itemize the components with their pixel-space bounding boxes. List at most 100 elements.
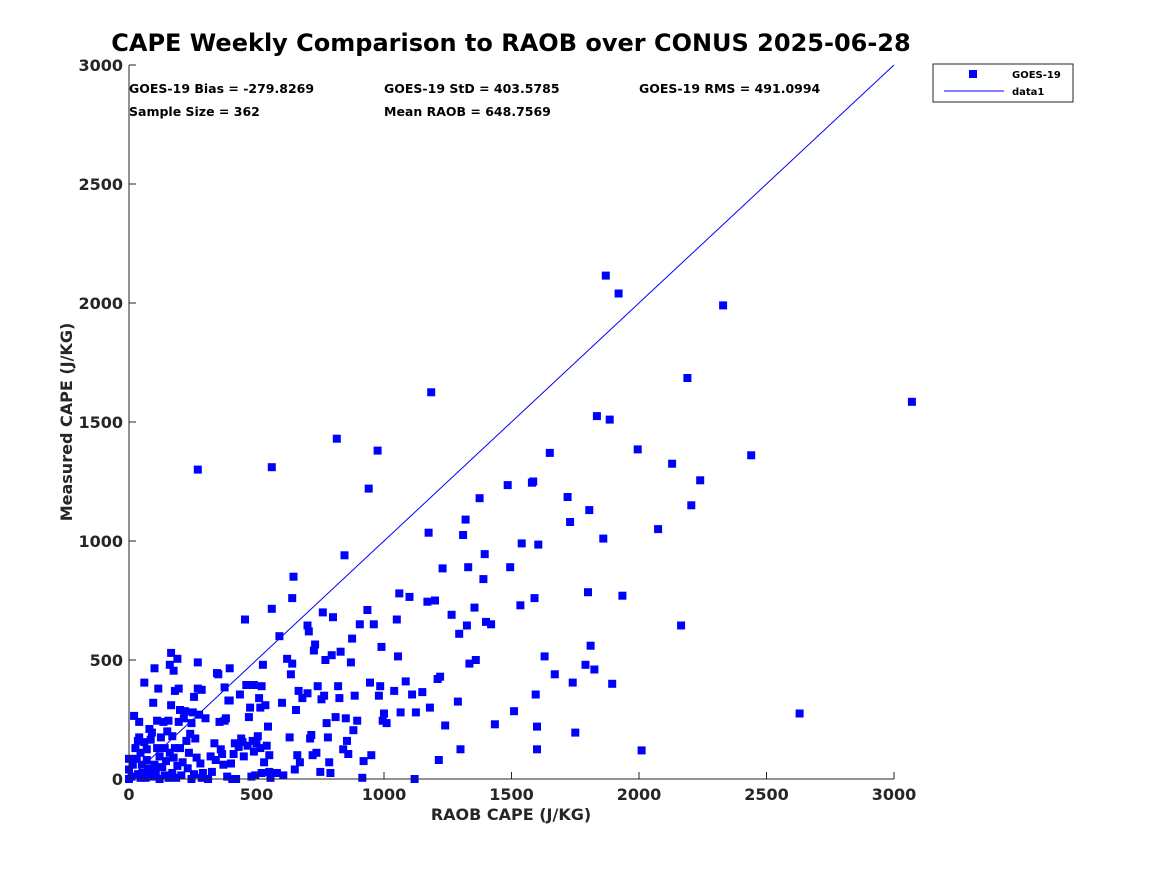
data-point-221: [425, 703, 434, 712]
legend: GOES-19 data1: [932, 63, 1074, 103]
data-point-232: [456, 745, 465, 754]
x-tick-label-1: 500: [240, 785, 273, 804]
data-point-134: [262, 741, 271, 750]
data-point-192: [353, 716, 362, 725]
data-point-243: [482, 617, 490, 626]
data-point-163: [309, 646, 318, 655]
y-tick-label-4: 2000: [78, 294, 123, 313]
data-point-277: [633, 445, 642, 454]
data-point-210: [394, 652, 402, 661]
data-point-150: [289, 572, 298, 581]
data-point-271: [599, 534, 608, 543]
data-point-220: [424, 528, 433, 537]
data-point-272: [601, 271, 610, 280]
reference-line-layer: [128, 64, 895, 780]
data-point-20: [142, 745, 151, 754]
data-point-190: [349, 726, 358, 735]
data-point-136: [265, 751, 274, 760]
data-point-217: [411, 708, 420, 717]
data-point-215: [408, 690, 417, 699]
data-point-77: [193, 465, 202, 474]
data-point-61: [176, 706, 184, 714]
data-point-193: [355, 620, 364, 629]
data-point-30: [151, 767, 160, 776]
data-point-5: [130, 711, 139, 720]
y-tick-label-1: 500: [90, 651, 123, 670]
data-point-159: [304, 627, 313, 636]
data-point-95: [218, 750, 227, 758]
data-point-115: [242, 681, 251, 689]
data-point-137: [265, 767, 274, 776]
data-point-21: [144, 764, 153, 773]
data-point-239: [471, 656, 480, 664]
data-point-263: [568, 678, 577, 687]
data-point-78: [193, 658, 202, 667]
data-point-35: [155, 752, 164, 761]
data-point-194: [358, 773, 367, 782]
data-point-88: [207, 767, 216, 776]
std-stat: GOES-19 StD = 403.5785: [384, 81, 560, 96]
data-point-258: [540, 652, 549, 661]
data-point-17: [140, 738, 149, 747]
data-point-249: [516, 601, 525, 610]
data-point-41: [162, 757, 170, 766]
data-point-16: [140, 678, 149, 687]
data-point-125: [253, 732, 262, 741]
y-tick-label-0: 0: [112, 770, 123, 789]
data-point-177: [329, 613, 337, 622]
data-point-10: [135, 733, 144, 742]
data-point-282: [683, 374, 692, 382]
data-point-142: [275, 632, 284, 641]
data-point-69: [186, 729, 195, 738]
data-point-223: [431, 596, 439, 605]
data-point-250: [517, 539, 526, 548]
data-point-288: [907, 397, 916, 406]
data-point-127: [256, 744, 265, 753]
data-point-50: [168, 732, 177, 741]
data-point-222: [427, 388, 436, 397]
data-point-259: [545, 448, 554, 457]
data-point-164: [311, 640, 320, 649]
data-point-262: [566, 518, 575, 526]
data-point-76: [192, 753, 201, 762]
data-point-29: [150, 760, 159, 769]
data-point-138: [266, 773, 275, 782]
data-point-122: [249, 747, 258, 756]
rms-stat: GOES-19 RMS = 491.0994: [639, 81, 821, 96]
data-point-165: [312, 748, 321, 757]
data-point-235: [462, 621, 471, 630]
data-point-265: [581, 660, 590, 669]
data-point-93: [215, 717, 224, 726]
data-point-148: [288, 594, 297, 603]
data-point-186: [343, 736, 351, 745]
data-point-51: [169, 753, 178, 762]
data-point-257: [534, 540, 543, 549]
legend-label-goes-19: GOES-19: [1012, 70, 1061, 81]
data-point-226: [436, 672, 445, 681]
data-point-48: [167, 701, 176, 710]
data-point-12: [136, 773, 145, 782]
data-point-143: [278, 698, 286, 707]
data-point-84: [198, 769, 207, 777]
data-point-59: [174, 684, 183, 693]
data-point-97: [220, 683, 229, 692]
data-point-13: [136, 748, 145, 757]
data-point-75: [191, 734, 200, 743]
x-tick-label-3: 1500: [489, 785, 534, 804]
data-point-154: [294, 686, 303, 695]
data-point-144: [279, 771, 288, 780]
data-point-171: [321, 656, 330, 664]
data-point-181: [335, 694, 344, 703]
data-point-110: [235, 690, 244, 699]
data-point-175: [326, 769, 335, 777]
data-point-15: [139, 769, 147, 777]
data-point-284: [696, 476, 705, 485]
data-point-252: [529, 477, 538, 486]
data-point-132: [260, 758, 269, 767]
data-point-209: [392, 615, 401, 624]
data-point-287: [795, 709, 804, 718]
data-point-96: [219, 760, 228, 769]
data-point-189: [348, 634, 357, 643]
